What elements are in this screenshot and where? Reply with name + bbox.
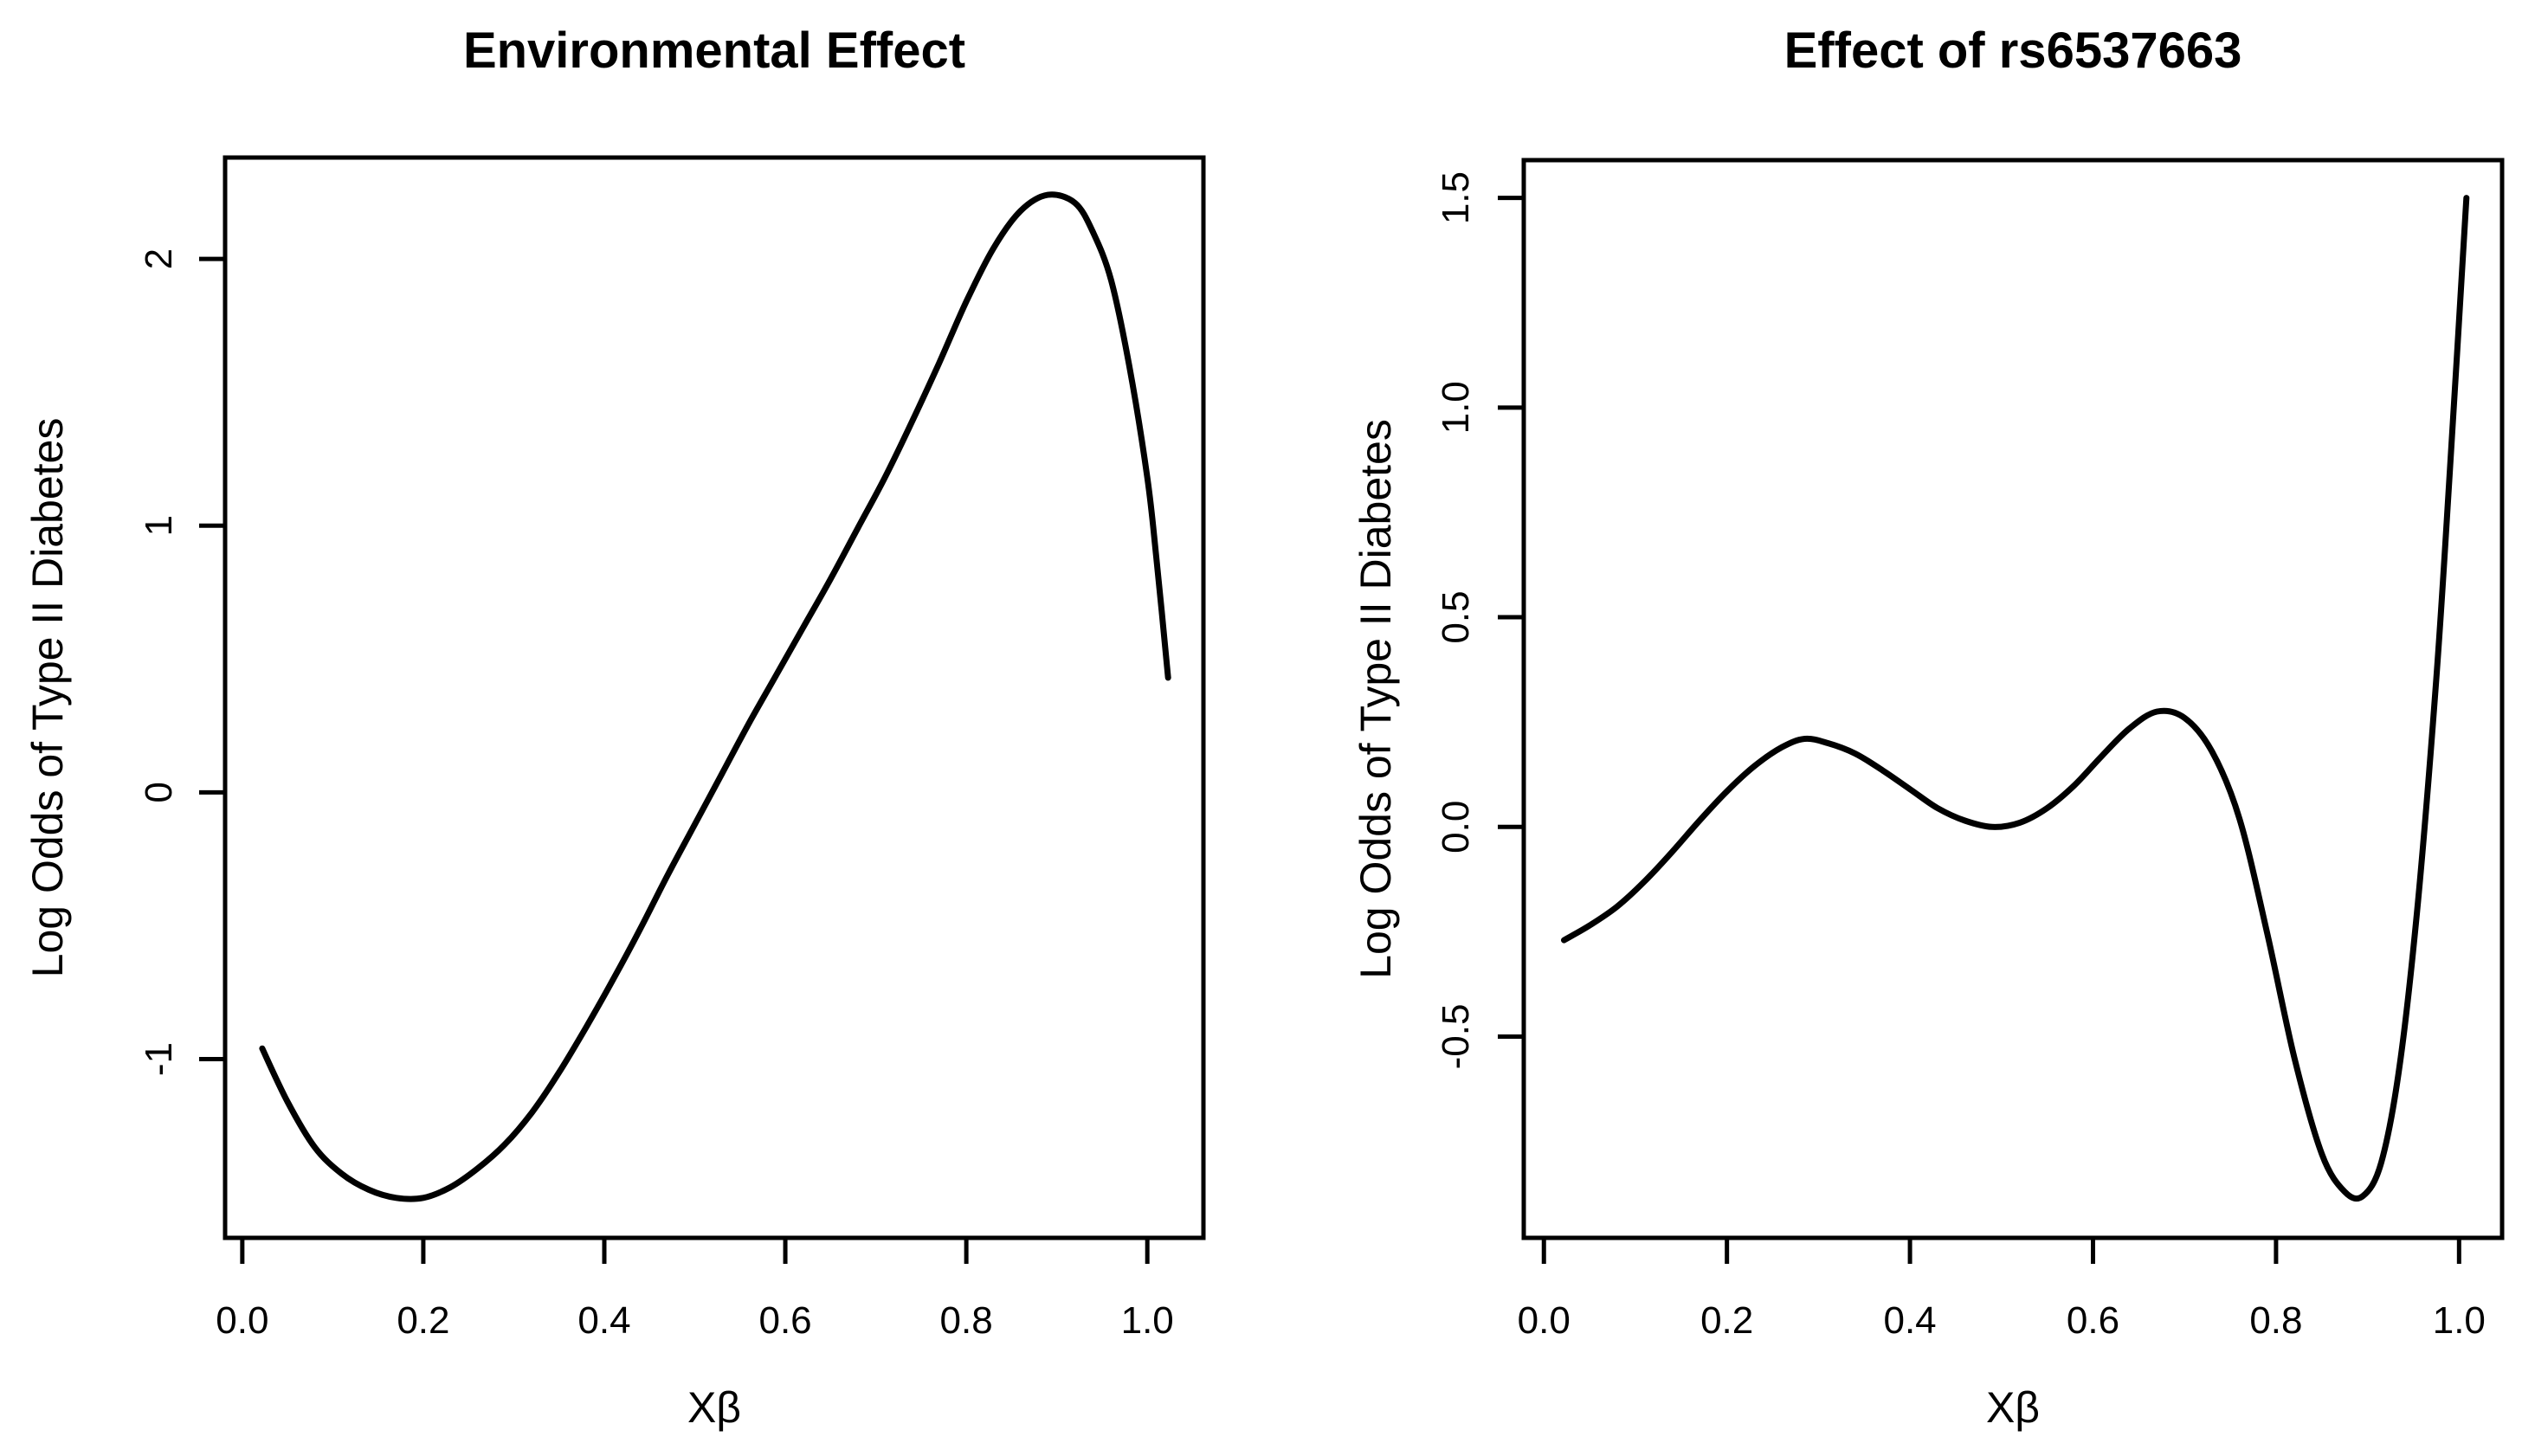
x-tick-label: 0.6: [758, 1299, 811, 1342]
x-tick-label: 0.6: [2067, 1299, 2119, 1342]
y-tick-label: 1.5: [1435, 171, 1477, 224]
x-tick-label: 0.2: [397, 1299, 449, 1342]
x-tick-label: 0.8: [2249, 1299, 2302, 1342]
y-tick-label: 0.0: [1435, 801, 1477, 854]
x-tick-label: 0.0: [216, 1299, 268, 1342]
x-axis-label: Xβ: [687, 1383, 741, 1432]
panel-environmental-effect: 0.0 0.2 0.4 0.6 0.8 1.0 -1 0 1 2 Environmental Eff…: [23, 23, 1206, 1432]
x-tick-label: 1.0: [1121, 1299, 1174, 1342]
y-tick-label: 1: [138, 515, 180, 536]
chart-title: Environmental Effect: [463, 23, 965, 79]
x-tick-label: 0.4: [1883, 1299, 1936, 1342]
y-tick-label: 0: [138, 782, 180, 802]
chart-title: Effect of rs6537663: [1784, 23, 2242, 79]
x-tick-label: 0.8: [940, 1299, 993, 1342]
plot-box: [1521, 158, 2505, 1240]
y-axis-label: Log Odds of Type II Diabetes: [1351, 419, 1400, 979]
chart-rs6537663: 0.0 0.2 0.4 0.6 0.8 1.0 -0.5 0.0 0.5 1.0 1.5 Effect…: [1351, 23, 2505, 1432]
y-tick-label: -0.5: [1435, 1004, 1477, 1070]
x-axis-label: Xβ: [1986, 1383, 2040, 1432]
y-tick-label: -1: [138, 1042, 180, 1076]
plot-box: [223, 155, 1206, 1240]
x-tick-label: 0.2: [1700, 1299, 1753, 1342]
chart-environmental-effect: 0.0 0.2 0.4 0.6 0.8 1.0 -1 0 1 2 Environmental Eff…: [23, 23, 1206, 1432]
y-tick-label: 0.5: [1435, 590, 1477, 643]
rs6537663-effect-curve: [1561, 195, 2470, 1202]
x-tick-label: 1.0: [2433, 1299, 2486, 1342]
y-tick-label: 1.0: [1435, 381, 1477, 434]
x-tick-label: 0.0: [1518, 1299, 1571, 1342]
y-tick-label: 2: [138, 248, 180, 269]
y-axis-label: Log Odds of Type II Diabetes: [23, 418, 72, 978]
x-tick-label: 0.4: [577, 1299, 630, 1342]
environmental-effect-curve: [259, 191, 1171, 1202]
panel-rs6537663: 0.0 0.2 0.4 0.6 0.8 1.0 -0.5 0.0 0.5 1.0 1.5 Effect…: [1261, 0, 2522, 1456]
